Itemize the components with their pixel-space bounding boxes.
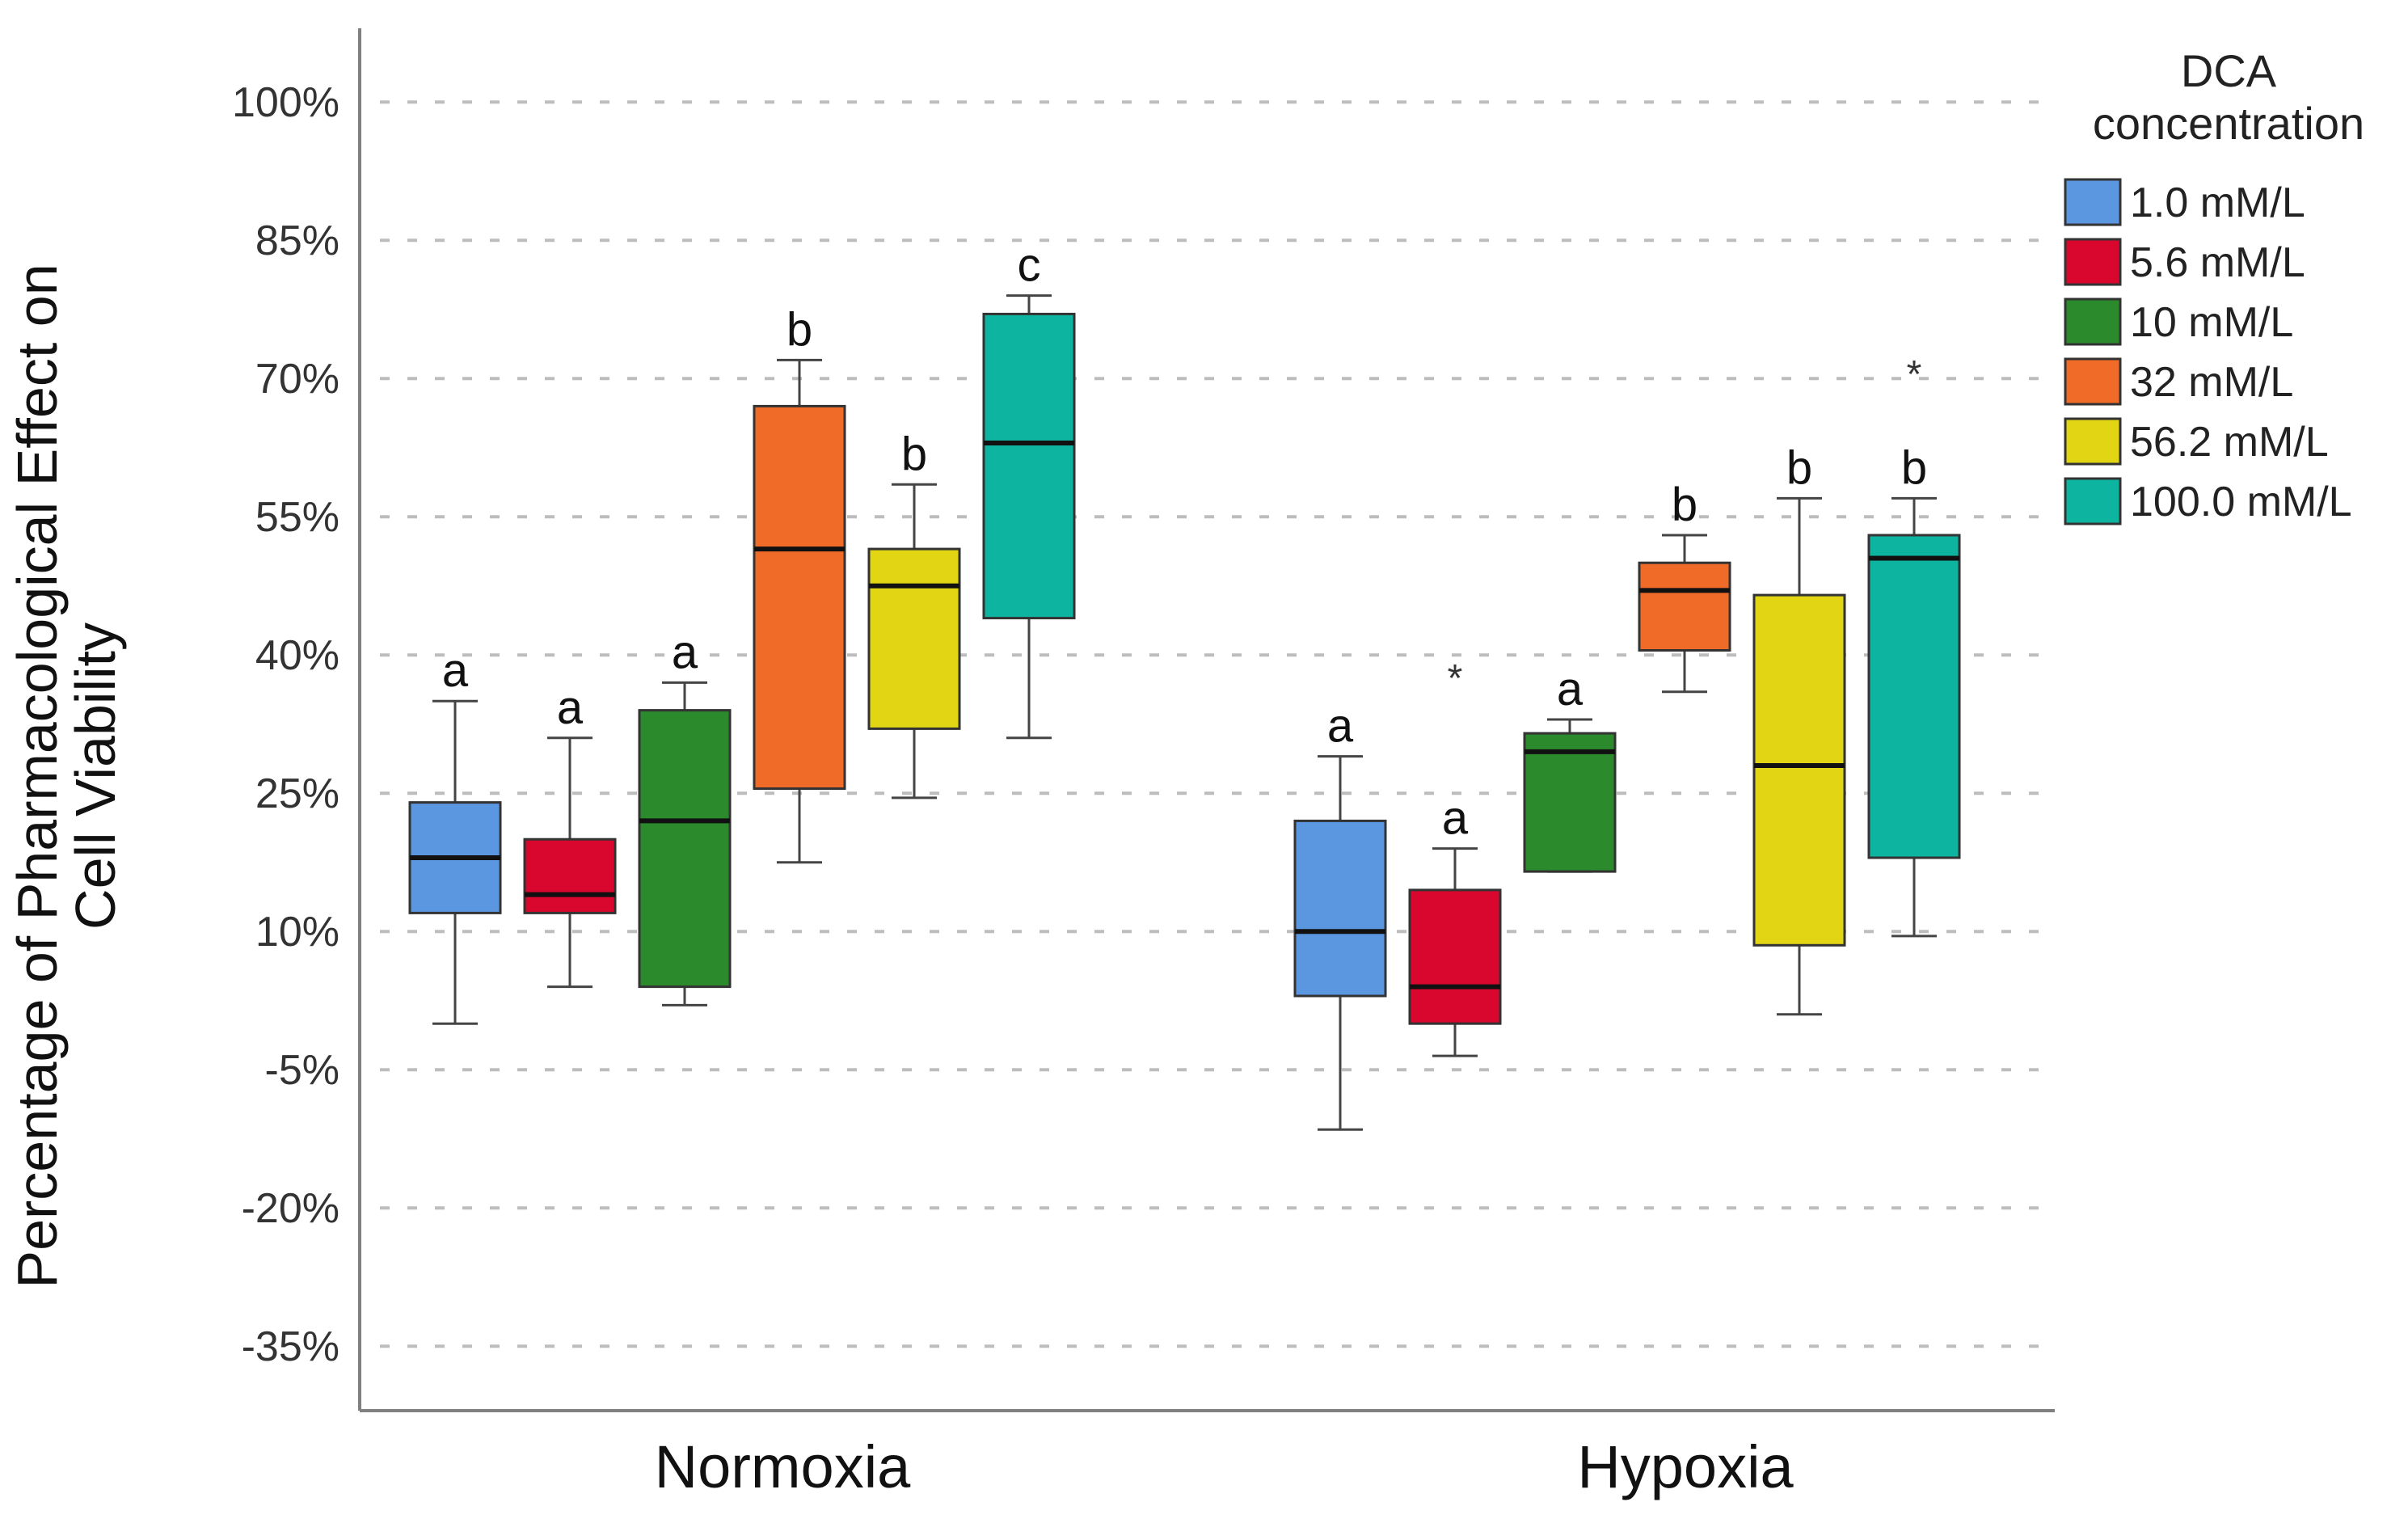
significance-letter: a xyxy=(1442,792,1469,845)
y-tick-label: 40% xyxy=(255,632,339,679)
box-normoxia-10-mM-L xyxy=(638,681,732,1006)
legend-item: 56.2 mM/L xyxy=(2064,417,2329,466)
y-tick-label: 85% xyxy=(255,217,339,264)
significance-letter: c xyxy=(1018,239,1041,292)
legend-item: 100.0 mM/L xyxy=(2064,477,2352,525)
significance-letter: a xyxy=(1327,700,1354,753)
legend-swatch xyxy=(2064,238,2122,286)
box-normoxia-5-6-mM-L xyxy=(523,736,617,989)
box-iqr xyxy=(1867,534,1961,859)
significance-letter: b xyxy=(1672,479,1697,531)
box-normoxia-1-0-mM-L xyxy=(408,699,502,1025)
box-normoxia-100-0-mM-L xyxy=(982,294,1076,740)
legend-label: 10 mM/L xyxy=(2130,299,2293,346)
box-normoxia-56-2-mM-L xyxy=(867,483,961,800)
box-hypoxia-100-0-mM-L xyxy=(1867,496,1961,938)
y-tick-label: 100% xyxy=(232,79,339,126)
box-iqr xyxy=(1523,732,1617,873)
y-tick-label: -20% xyxy=(242,1185,339,1232)
box-iqr xyxy=(753,404,846,790)
box-hypoxia-10-mM-L xyxy=(1523,718,1617,873)
significance-letter: a xyxy=(1557,663,1584,715)
significance-letter: b xyxy=(1786,441,1812,494)
y-tick-label: 25% xyxy=(255,770,339,817)
significance-letter: b xyxy=(787,303,812,356)
box-iqr xyxy=(523,838,617,914)
legend-item: 10 mM/L xyxy=(2064,297,2293,346)
legend-item: 5.6 mM/L xyxy=(2064,238,2305,286)
legend-swatch xyxy=(2064,417,2122,466)
box-iqr xyxy=(982,312,1076,620)
significance-letter: b xyxy=(1901,441,1927,494)
legend-label: 100.0 mM/L xyxy=(2130,479,2352,525)
legend-label: 1.0 mM/L xyxy=(2130,179,2305,226)
box-hypoxia-32-mM-L xyxy=(1638,534,1731,694)
legend-label: 56.2 mM/L xyxy=(2130,419,2329,466)
box-hypoxia-5-6-mM-L xyxy=(1408,847,1502,1057)
box-iqr xyxy=(1752,593,1846,947)
y-tick-label: -5% xyxy=(265,1047,339,1094)
ylabel-line-2: Cell Viability xyxy=(64,622,127,930)
significance-letter: b xyxy=(901,428,927,480)
axes xyxy=(358,28,2055,1412)
box-normoxia-32-mM-L xyxy=(753,358,846,864)
significance-letters: a a a b b c a a * a b b b * xyxy=(442,239,1927,845)
legend-label: 5.6 mM/L xyxy=(2130,239,2305,286)
outlier-marker: * xyxy=(1448,657,1463,700)
y-tick-label: 10% xyxy=(255,909,339,956)
legend-swatch xyxy=(2064,477,2122,525)
legend-title-line-2: concentration xyxy=(2093,98,2364,149)
group-label-normoxia: Normoxia xyxy=(655,1433,911,1500)
boxes xyxy=(408,294,1961,1131)
box-hypoxia-56-2-mM-L xyxy=(1752,496,1846,1016)
legend: DCA concentration 1.0 mM/L 5.6 mM/L 10 mM/… xyxy=(2064,45,2364,525)
legend-item: 1.0 mM/L xyxy=(2064,178,2305,226)
box-iqr xyxy=(1638,561,1731,652)
y-tick-labels: -35% -20% -5% 10% 25% 40% 55% 70% 85% 100% xyxy=(232,79,339,1370)
legend-label: 32 mM/L xyxy=(2130,359,2293,406)
significance-letter: a xyxy=(557,681,584,734)
box-iqr xyxy=(638,709,732,989)
legend-swatch xyxy=(2064,357,2122,406)
legend-swatch xyxy=(2064,297,2122,346)
legend-item: 32 mM/L xyxy=(2064,357,2293,406)
legend-title-line-1: DCA xyxy=(2181,45,2277,96)
box-hypoxia-1-0-mM-L xyxy=(1293,755,1387,1131)
significance-letter: a xyxy=(442,644,469,697)
outlier-marker: * xyxy=(1907,353,1922,396)
group-label-hypoxia: Hypoxia xyxy=(1577,1433,1794,1500)
y-tick-label: 55% xyxy=(255,494,339,541)
significance-letter: a xyxy=(672,626,698,678)
legend-swatch xyxy=(2064,178,2122,226)
box-iqr xyxy=(1408,888,1502,1025)
group-labels: Normoxia Hypoxia xyxy=(655,1433,1794,1500)
y-tick-label: 70% xyxy=(255,356,339,403)
box-iqr xyxy=(1293,819,1387,998)
box-iqr xyxy=(867,547,961,730)
y-axis-title: Percentage of Pharmacological Effect on … xyxy=(6,264,127,1288)
y-tick-label: -35% xyxy=(242,1323,339,1370)
ylabel-line-1: Percentage of Pharmacological Effect on xyxy=(6,264,69,1288)
